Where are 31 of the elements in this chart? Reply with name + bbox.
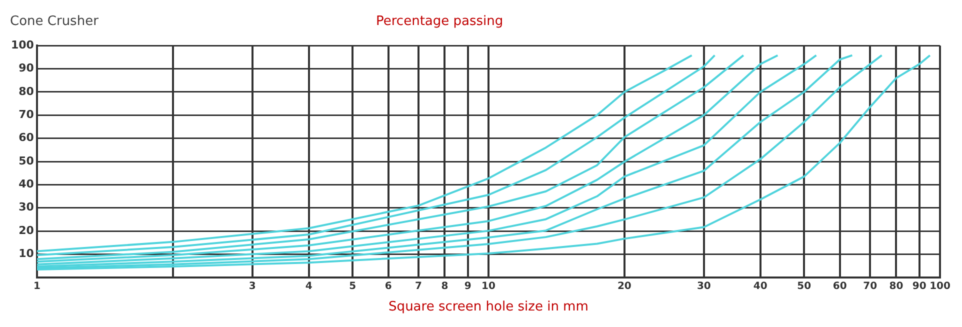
y-tick-label: 30 (18, 200, 34, 214)
x-tick-label: 10 (482, 280, 496, 292)
x-tick-label: 90 (912, 280, 926, 292)
chart-title: Cone Crusher (10, 14, 98, 29)
y-tick-label: 20 (18, 224, 34, 237)
x-tick-label: 9 (464, 280, 472, 292)
x-tick-label: 3 (248, 280, 256, 292)
y-tick-label: 60 (18, 131, 34, 144)
y-tick-label: 40 (18, 178, 34, 191)
x-tick-label: 20 (617, 280, 632, 292)
x-tick-label: 50 (797, 280, 812, 292)
x-tick-label: 70 (863, 280, 878, 292)
x-tick-label: 30 (696, 280, 711, 292)
x-tick-label: 4 (305, 280, 312, 292)
x-tick-label: 40 (753, 280, 768, 292)
x-tick-label: 100 (930, 280, 950, 292)
x-tick-label: 6 (384, 280, 392, 292)
y-tick-label: 10 (18, 247, 34, 260)
y-tick-label: 50 (18, 154, 34, 168)
x-tick-label: 7 (415, 280, 422, 292)
y-axis-title: Percentage passing (376, 14, 504, 29)
x-tick-label: 5 (349, 280, 356, 292)
x-tick-label: 60 (832, 280, 847, 292)
x-tick-label: 1 (33, 280, 40, 292)
y-tick-label: 70 (18, 108, 34, 121)
x-axis-title: Square screen hole size in mm (388, 300, 588, 315)
x-tick-label: 80 (889, 280, 904, 292)
x-tick-label: 8 (441, 280, 448, 292)
y-tick-label: 100 (10, 38, 34, 52)
y-tick-label: 80 (18, 84, 34, 98)
y-tick-label: 90 (18, 62, 34, 75)
